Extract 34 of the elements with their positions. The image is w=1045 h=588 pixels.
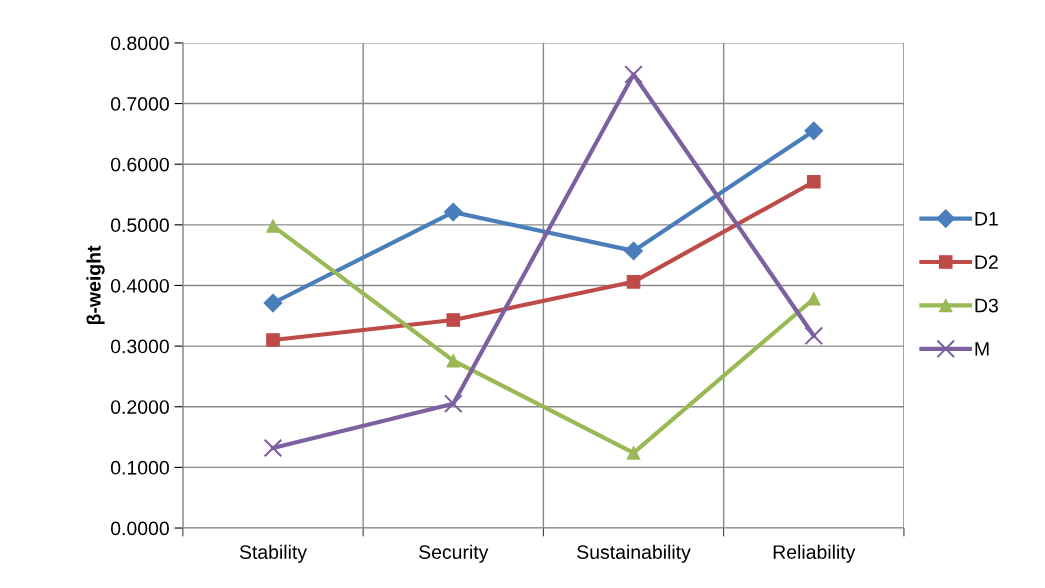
legend-label: D1 [975, 212, 998, 226]
y-tick-label: 0.4000 [110, 278, 169, 293]
legend-label: M [975, 342, 989, 356]
y-tick-label: 0.5000 [110, 218, 169, 233]
point [266, 219, 280, 233]
y-tick-label: 0.7000 [110, 97, 169, 111]
point [263, 293, 283, 313]
x-tick-label: Security [419, 544, 489, 563]
point [624, 65, 643, 84]
point [443, 394, 463, 414]
y-tick-label: 0.6000 [110, 157, 169, 172]
x-tick-label: Stability [239, 544, 308, 563]
x-tick-label: Reliability [773, 544, 856, 563]
point [266, 333, 280, 347]
y-tick-label: 0.0000 [110, 521, 169, 536]
point [806, 292, 821, 306]
point [446, 313, 461, 327]
y-tick-label: 0.8000 [110, 36, 169, 51]
point [626, 275, 641, 289]
x-tick-label: Sustainability [577, 544, 691, 563]
legend-label: D2 [975, 255, 998, 269]
point [624, 241, 643, 261]
point [443, 202, 463, 222]
y-axis-title: β-weight [86, 245, 105, 325]
point [804, 121, 824, 141]
legend-label: D3 [975, 298, 998, 313]
point [804, 326, 824, 346]
point [446, 353, 461, 368]
point [806, 174, 821, 189]
y-tick-label: 0.3000 [110, 339, 169, 354]
y-tick-label: 0.1000 [110, 460, 169, 475]
point [626, 446, 641, 460]
y-tick-label: 0.2000 [110, 400, 169, 414]
point [263, 438, 283, 458]
